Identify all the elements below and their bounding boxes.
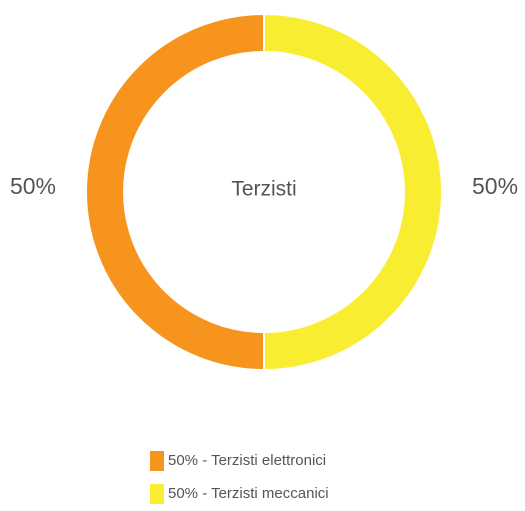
legend-swatch — [150, 451, 164, 471]
legend-label: 50% - Terzisti elettronici — [168, 452, 326, 469]
donut-slice — [85, 12, 265, 372]
center-label: Terzisti — [231, 178, 296, 201]
value-label: 50% — [10, 173, 56, 199]
value-label: 50% — [472, 173, 518, 199]
donut-slice — [263, 12, 443, 372]
legend-label: 50% - Terzisti meccanici — [168, 485, 329, 502]
legend-swatch — [150, 484, 164, 504]
